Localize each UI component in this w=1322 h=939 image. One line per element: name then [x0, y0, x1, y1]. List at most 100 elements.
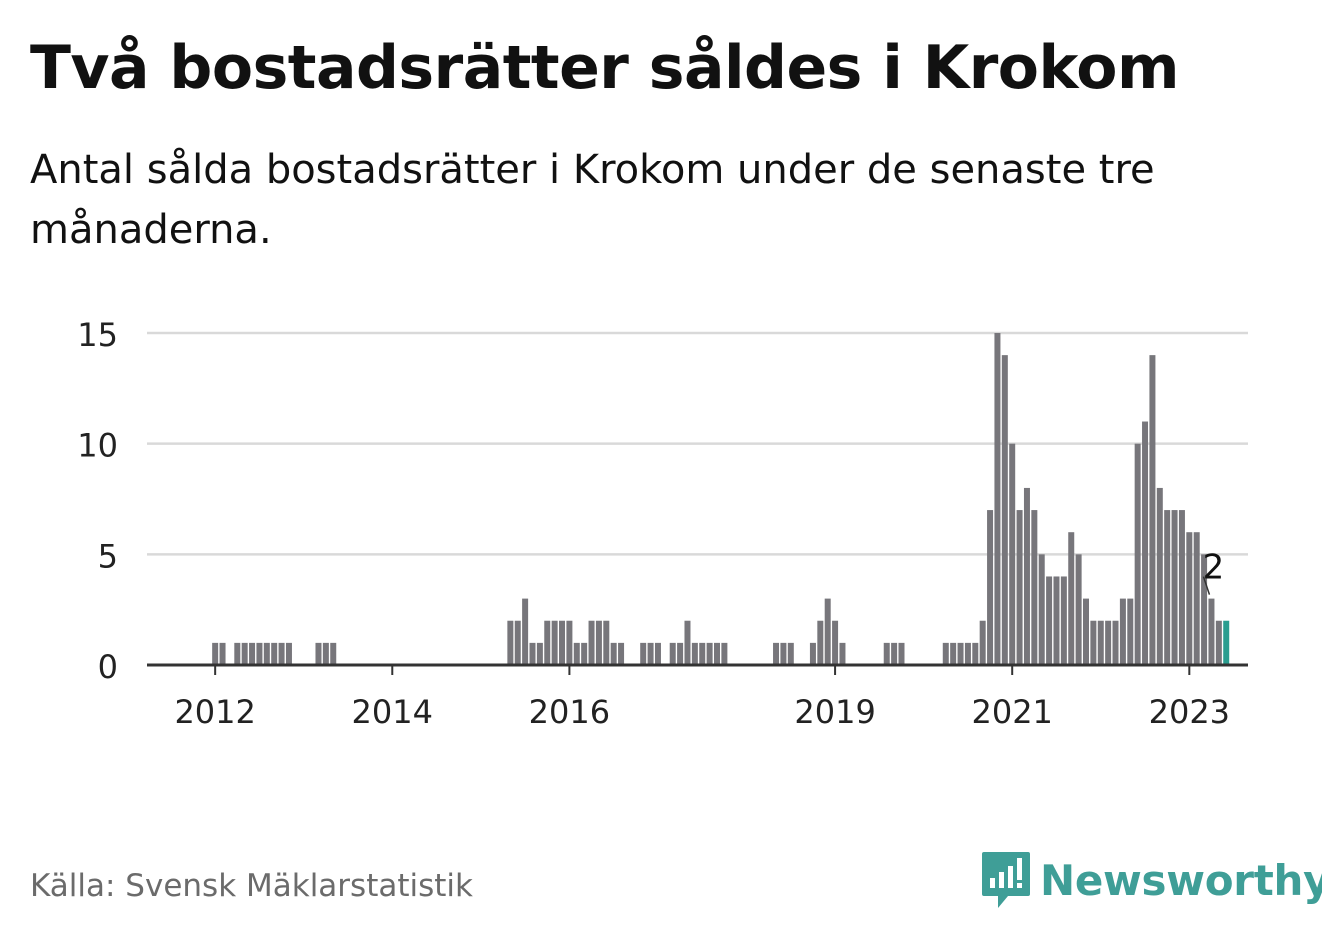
bar	[249, 642, 256, 665]
bar	[603, 620, 610, 665]
bar	[271, 642, 278, 665]
bar	[263, 642, 270, 665]
annotation-leader	[1202, 576, 1211, 595]
bar	[714, 642, 720, 665]
bar	[595, 620, 602, 665]
bar	[581, 642, 588, 665]
bar	[1016, 510, 1023, 665]
chart-subtitle: Antal sålda bostadsrätter i Krokom under…	[30, 147, 1155, 253]
bar	[839, 642, 846, 665]
bar	[964, 642, 971, 665]
bar	[773, 642, 780, 665]
bar	[1127, 598, 1134, 665]
bar	[817, 620, 824, 665]
brand-name: Newsworthy	[1040, 855, 1322, 905]
bar	[1053, 576, 1060, 665]
bar	[654, 642, 661, 665]
x-tick-label: 2012	[174, 693, 255, 731]
bar	[1171, 510, 1178, 665]
bar	[824, 598, 831, 665]
bar	[573, 642, 580, 665]
bar	[219, 642, 226, 665]
bar	[1186, 532, 1193, 665]
bar	[315, 642, 322, 665]
bar	[507, 620, 514, 665]
bar	[1208, 598, 1215, 665]
bar	[994, 333, 1001, 665]
bar	[618, 642, 625, 665]
bar	[1223, 620, 1230, 665]
x-tick-label: 2014	[352, 693, 433, 731]
bar	[610, 642, 617, 665]
bar	[832, 620, 839, 665]
bar	[1193, 532, 1200, 665]
bar	[979, 620, 986, 665]
bar	[322, 642, 329, 665]
bar	[544, 620, 551, 665]
bar	[514, 620, 521, 665]
newsworthy-logo-icon	[982, 852, 1030, 908]
y-tick-label: 15	[77, 316, 118, 354]
bar	[1201, 554, 1208, 665]
x-tick-label: 2019	[794, 693, 875, 731]
bar	[699, 642, 706, 665]
bar	[669, 642, 676, 665]
bar	[891, 642, 898, 665]
bar	[1119, 598, 1126, 665]
bar	[972, 642, 979, 665]
bar	[721, 642, 728, 665]
bar	[950, 642, 957, 665]
bar	[566, 620, 573, 665]
bar	[942, 642, 949, 665]
x-tick-label: 2021	[971, 693, 1052, 731]
source-note: Källa: Svensk Mäklarstatistik	[30, 868, 473, 904]
x-tick-label: 2016	[529, 693, 610, 731]
bar	[330, 642, 337, 665]
bar	[234, 642, 241, 665]
bar	[1090, 620, 1097, 665]
bar	[588, 620, 595, 665]
bar	[1083, 598, 1089, 665]
bar	[1134, 443, 1141, 665]
brand-logo: Newsworthy	[980, 850, 1322, 910]
bar	[1009, 443, 1016, 665]
bar	[241, 642, 248, 665]
bar	[787, 642, 794, 665]
bar	[1149, 355, 1156, 665]
bar	[1178, 510, 1185, 665]
bar	[1031, 510, 1038, 665]
bar	[640, 642, 647, 665]
bar	[551, 620, 558, 665]
bar	[285, 642, 292, 665]
bar	[1023, 487, 1030, 665]
x-tick-label: 2023	[1149, 693, 1230, 731]
bar	[278, 642, 285, 665]
y-tick-label: 5	[98, 537, 118, 575]
bar	[1215, 620, 1222, 665]
data-label: 2	[1203, 548, 1225, 588]
bar	[522, 598, 529, 665]
bar	[1046, 576, 1053, 665]
bar	[647, 642, 654, 665]
bar	[684, 620, 691, 665]
bar	[1097, 620, 1104, 665]
bar	[677, 642, 684, 665]
bar	[1164, 510, 1171, 665]
bar	[809, 642, 816, 665]
bar	[536, 642, 543, 665]
bar	[1068, 532, 1075, 665]
bar	[1075, 554, 1082, 665]
bar	[883, 642, 890, 665]
bar	[1001, 355, 1008, 665]
bar	[706, 642, 713, 665]
chart-title: Två bostadsrätter såldes i Krokom	[30, 33, 1180, 103]
bar	[212, 642, 219, 665]
bar	[1156, 487, 1163, 665]
y-tick-label: 10	[77, 427, 118, 465]
bar	[559, 620, 566, 665]
bar	[987, 510, 994, 665]
bar	[691, 642, 698, 665]
bar	[1060, 576, 1067, 665]
bar	[529, 642, 536, 665]
